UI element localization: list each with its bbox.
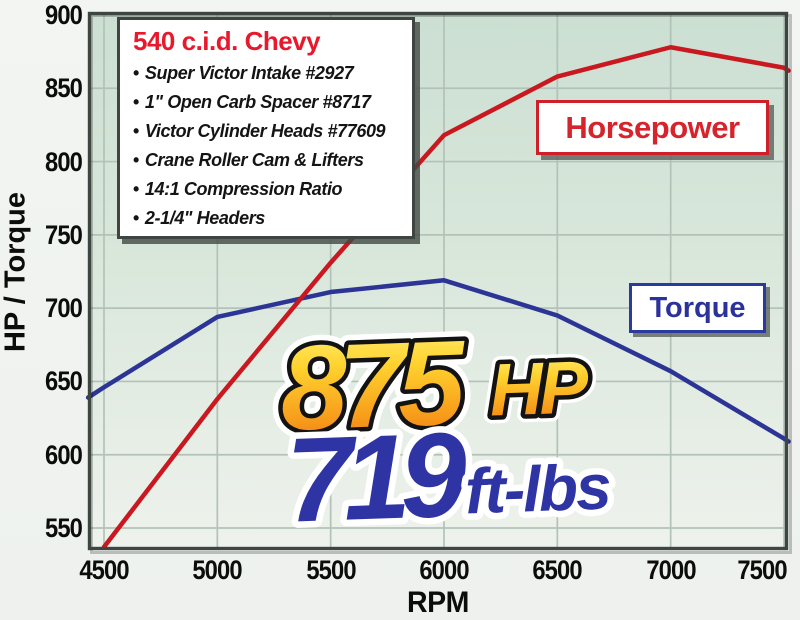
spec-item: • Super Victor Intake #2927 [133,59,404,88]
plot-border-line [87,11,789,551]
x-tick-label: 6000 [419,555,469,585]
peak-hp-unit-outline: HP [488,345,590,431]
y-tick-label: 850 [44,73,83,104]
x-axis-title: RPM [407,586,469,619]
spec-box-title: 540 c.i.d. Chevy [133,26,321,56]
plot-border-shadow [90,14,792,554]
y-tick-label: 750 [44,219,83,250]
horsepower-label-text: Horsepower [565,109,740,145]
peak-torque-value: 719 [284,407,469,547]
spec-item-text: 1" Open Carb Spacer #8717 [144,92,371,112]
y-tick-label: 550 [44,513,83,543]
bullet-icon: • [133,150,139,170]
y-axis-title: HP / Torque [0,191,32,353]
spec-item: • 2-1/4" Headers [133,204,404,233]
y-tick-label: 800 [44,146,83,177]
horsepower-curve-label: Horsepower [536,100,769,155]
y-tick-label: 900 [44,0,83,30]
x-tick-label: 5000 [192,555,243,585]
bullet-icon: • [133,92,139,112]
plot-border [87,11,792,554]
y-tick-label: 600 [44,439,83,470]
bullet-icon: • [133,208,139,228]
bullet-icon: • [133,63,139,83]
x-tick-label: 7500 [737,555,787,585]
spec-item-text: Crane Roller Cam & Lifters [144,150,364,170]
peak-hp-value: 875 [278,315,469,455]
spec-item: • Victor Cylinder Heads #77609 [133,117,404,146]
bullet-icon: • [133,179,139,199]
bullet-icon: • [133,121,139,141]
x-tick-label: 6500 [532,555,583,585]
torque-label-text: Torque [649,291,746,324]
x-tick-label: 7000 [645,555,696,585]
spec-item-text: Victor Cylinder Heads #77609 [144,121,386,141]
spec-item-text: Super Victor Intake #2927 [144,63,354,83]
spec-item: • Crane Roller Cam & Lifters [133,146,404,175]
spec-item: • 14:1 Compression Ratio [133,175,404,204]
engine-spec-box: 540 c.i.d. Chevy • Super Victor Intake #2… [117,17,415,239]
peak-hp-unit: HP [488,345,590,431]
x-tick-label: 5500 [305,555,356,585]
x-tick-label: 4500 [79,555,129,585]
torque-curve [85,278,791,444]
y-tick-label: 650 [44,366,83,397]
spec-item-text: 2-1/4" Headers [144,208,265,228]
spec-list: • Super Victor Intake #2927 • 1" Open Carb … [133,59,404,233]
horsepower-curve [101,44,791,550]
peak-torque-unit: ft-lbs [464,450,611,527]
torque-curve-label: Torque [629,283,766,333]
curves [85,44,791,550]
spec-item-text: 14:1 Compression Ratio [144,179,343,199]
peak-hp-value-outline: 875 [278,315,469,455]
y-tick-label: 700 [44,293,83,324]
spec-item: • 1" Open Carb Spacer #8717 [133,88,404,117]
